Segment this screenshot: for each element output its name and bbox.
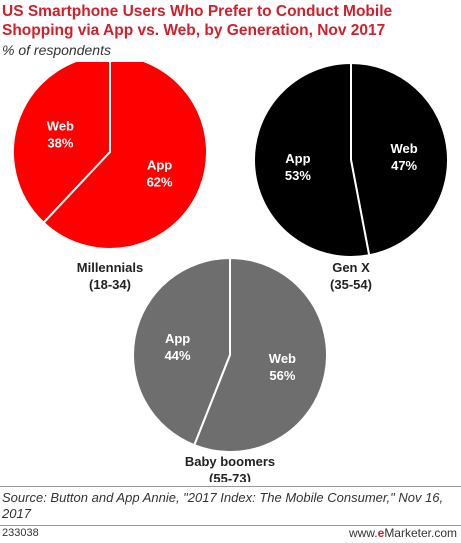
slice-label: Web xyxy=(269,351,296,366)
pie-slice-app xyxy=(253,62,371,258)
slice-label: App xyxy=(147,158,172,173)
source-note: Source: Button and App Annie, "2017 Inde… xyxy=(2,490,444,521)
slice-value-label: 38% xyxy=(47,135,73,150)
slice-label: Web xyxy=(47,118,74,133)
slice-label: App xyxy=(165,331,190,346)
pie-charts: Web 38% App 62% Millennials (18-34) Web 47% App 5… xyxy=(12,62,449,482)
divider xyxy=(0,486,461,487)
chart-id: 233038 xyxy=(2,527,39,539)
chart-title: US Smartphone Users Who Prefer to Conduc… xyxy=(2,3,393,39)
brand-prefix: www. xyxy=(348,526,378,540)
slice-value-label: 56% xyxy=(269,368,295,383)
slice-label: Web xyxy=(391,141,418,156)
slice-value-label: 47% xyxy=(391,158,417,173)
pie-slice-web xyxy=(350,62,449,257)
pie-slice-app xyxy=(132,256,231,447)
pie-name-label: Millennials xyxy=(77,260,143,275)
pie-slice-app xyxy=(42,62,208,250)
slice-label: App xyxy=(285,151,310,166)
pie-millennials: Web 38% App 62% Millennials (18-34) xyxy=(12,62,208,292)
pie-slice-web xyxy=(192,256,328,453)
pie-slice-web xyxy=(12,62,111,225)
slice-value-label: 62% xyxy=(147,175,173,190)
divider xyxy=(0,525,461,526)
chart-subtitle: % of respondents xyxy=(2,42,111,58)
brand-suffix: Marketer.com xyxy=(384,526,457,540)
pie-age-range-label: (18-34) xyxy=(89,277,131,292)
slice-value-label: 44% xyxy=(165,348,191,363)
pie-age-range-label: (35-54) xyxy=(330,277,372,292)
pie-age-range-label: (55-73) xyxy=(209,471,251,482)
slice-value-label: 53% xyxy=(285,168,311,183)
brand-accent: e xyxy=(377,526,385,540)
pie-name-label: Baby boomers xyxy=(185,454,275,469)
pie-baby-boomers: App 44% Web 56% Baby boomers (55-73) xyxy=(132,256,328,482)
pie-name-label: Gen X xyxy=(332,260,370,275)
brand-logo[interactable]: www.eMarketer.com xyxy=(349,526,457,540)
pie-gen-x: Web 47% App 53% Gen X (35-54) xyxy=(253,62,449,292)
